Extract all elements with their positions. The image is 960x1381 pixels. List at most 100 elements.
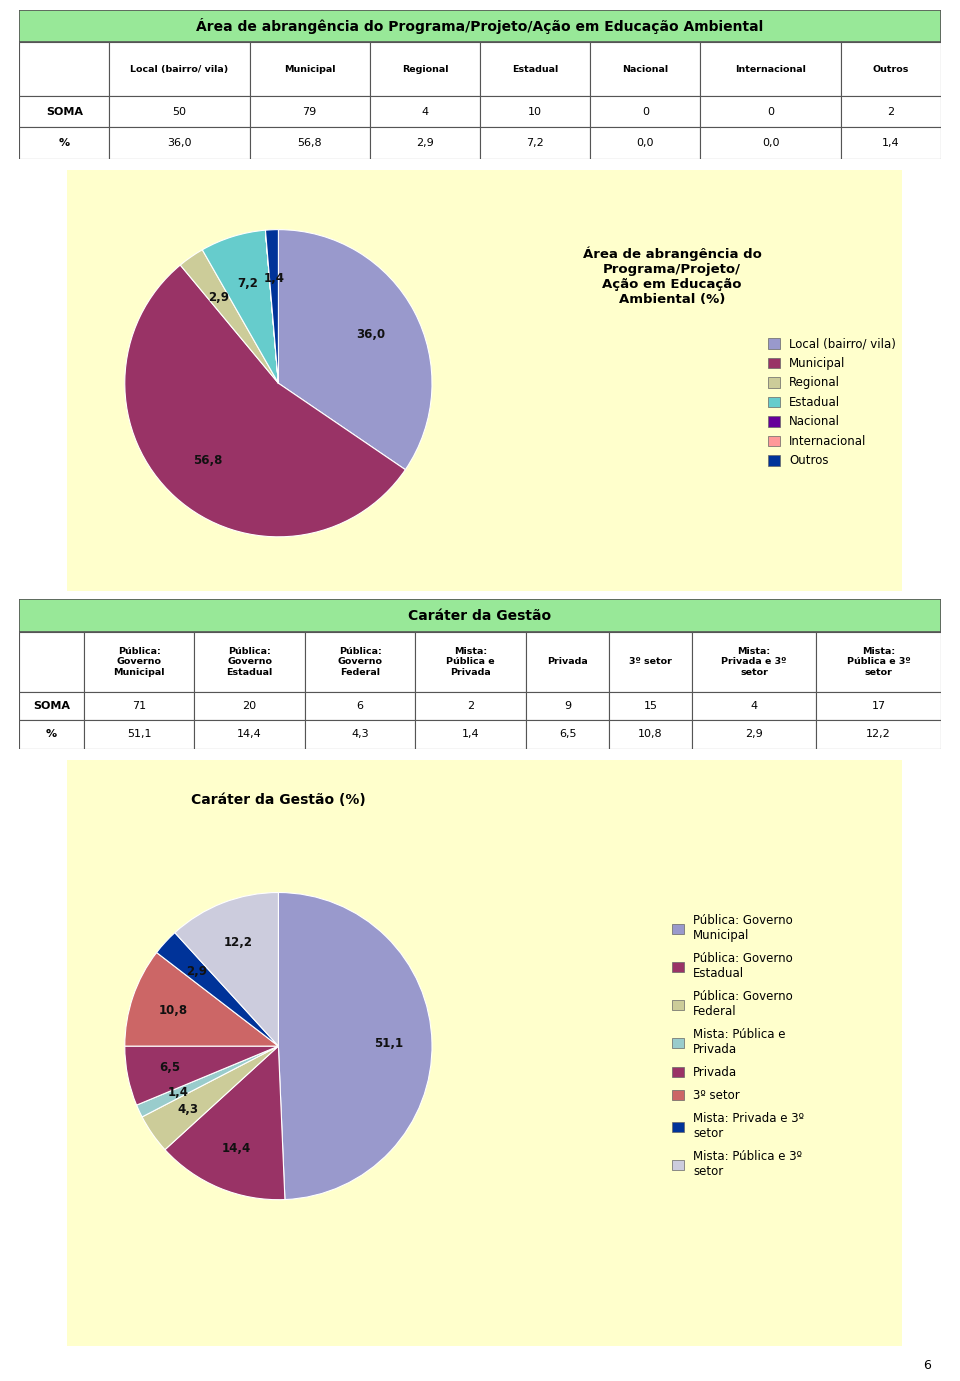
- FancyBboxPatch shape: [250, 127, 370, 159]
- Text: Regional: Regional: [401, 65, 448, 73]
- FancyBboxPatch shape: [480, 97, 590, 127]
- FancyBboxPatch shape: [701, 43, 841, 97]
- Wedge shape: [203, 231, 278, 383]
- Text: 1,4: 1,4: [882, 138, 900, 148]
- Text: 6,5: 6,5: [159, 1061, 180, 1074]
- Text: Internacional: Internacional: [735, 65, 806, 73]
- FancyBboxPatch shape: [250, 43, 370, 97]
- Text: 14,4: 14,4: [222, 1142, 251, 1155]
- Text: SOMA: SOMA: [33, 702, 70, 711]
- Text: 2,9: 2,9: [186, 965, 207, 978]
- Text: Pública:
Governo
Municipal: Pública: Governo Municipal: [113, 648, 165, 677]
- FancyBboxPatch shape: [305, 692, 416, 720]
- Text: 7,2: 7,2: [526, 138, 544, 148]
- Text: Privada: Privada: [547, 657, 588, 667]
- FancyBboxPatch shape: [816, 692, 941, 720]
- FancyBboxPatch shape: [609, 692, 692, 720]
- FancyBboxPatch shape: [370, 127, 480, 159]
- Text: Municipal: Municipal: [284, 65, 335, 73]
- FancyBboxPatch shape: [480, 127, 590, 159]
- Text: Nacional: Nacional: [622, 65, 668, 73]
- FancyBboxPatch shape: [480, 43, 590, 97]
- Wedge shape: [125, 953, 278, 1047]
- Text: 1,4: 1,4: [462, 729, 480, 739]
- FancyBboxPatch shape: [55, 163, 915, 598]
- Text: %: %: [59, 138, 70, 148]
- FancyBboxPatch shape: [841, 43, 941, 97]
- Text: SOMA: SOMA: [46, 106, 83, 117]
- Wedge shape: [125, 1045, 278, 1105]
- Text: 2: 2: [468, 702, 474, 711]
- Text: 0: 0: [767, 106, 774, 117]
- FancyBboxPatch shape: [84, 720, 194, 749]
- Text: 6,5: 6,5: [559, 729, 576, 739]
- FancyBboxPatch shape: [19, 127, 109, 159]
- FancyBboxPatch shape: [19, 43, 109, 97]
- Text: 2,9: 2,9: [208, 291, 229, 304]
- FancyBboxPatch shape: [526, 720, 609, 749]
- FancyBboxPatch shape: [19, 97, 109, 127]
- Text: Mista:
Pública e 3º
setor: Mista: Pública e 3º setor: [847, 648, 910, 677]
- Wedge shape: [266, 231, 278, 383]
- Text: Área de abrangência do Programa/Projeto/Ação em Educação Ambiental: Área de abrangência do Programa/Projeto/…: [197, 18, 763, 35]
- FancyBboxPatch shape: [526, 632, 609, 692]
- FancyBboxPatch shape: [816, 720, 941, 749]
- FancyBboxPatch shape: [692, 720, 816, 749]
- Text: Local (bairro/ vila): Local (bairro/ vila): [131, 65, 228, 73]
- FancyBboxPatch shape: [692, 632, 816, 692]
- FancyBboxPatch shape: [84, 632, 194, 692]
- FancyBboxPatch shape: [55, 751, 915, 1355]
- Text: 1,4: 1,4: [263, 272, 284, 286]
- Text: Estadual: Estadual: [512, 65, 558, 73]
- Legend: Local (bairro/ vila), Municipal, Regional, Estadual, Nacional, Internacional, Ou: Local (bairro/ vila), Municipal, Regiona…: [764, 334, 900, 471]
- FancyBboxPatch shape: [841, 127, 941, 159]
- Wedge shape: [266, 231, 278, 383]
- Wedge shape: [142, 1047, 278, 1149]
- Text: 20: 20: [243, 702, 256, 711]
- Text: 36,0: 36,0: [356, 327, 385, 341]
- FancyBboxPatch shape: [841, 97, 941, 127]
- Text: 4: 4: [421, 106, 428, 117]
- Text: 36,0: 36,0: [167, 138, 192, 148]
- FancyBboxPatch shape: [416, 720, 526, 749]
- Text: 71: 71: [132, 702, 146, 711]
- Text: Caráter da Gestão: Caráter da Gestão: [408, 609, 552, 623]
- Text: 56,8: 56,8: [298, 138, 322, 148]
- FancyBboxPatch shape: [816, 632, 941, 692]
- Text: 6: 6: [924, 1359, 931, 1373]
- FancyBboxPatch shape: [416, 692, 526, 720]
- Text: 12,2: 12,2: [224, 936, 252, 950]
- FancyBboxPatch shape: [692, 692, 816, 720]
- FancyBboxPatch shape: [194, 720, 305, 749]
- Text: 2,9: 2,9: [745, 729, 763, 739]
- FancyBboxPatch shape: [19, 10, 941, 43]
- Text: %: %: [46, 729, 57, 739]
- Wedge shape: [125, 265, 405, 537]
- Text: 4,3: 4,3: [351, 729, 369, 739]
- FancyBboxPatch shape: [250, 97, 370, 127]
- FancyBboxPatch shape: [590, 127, 701, 159]
- FancyBboxPatch shape: [109, 127, 250, 159]
- Text: 79: 79: [302, 106, 317, 117]
- Text: Pública:
Governo
Estadual: Pública: Governo Estadual: [227, 648, 273, 677]
- Wedge shape: [278, 229, 432, 470]
- FancyBboxPatch shape: [590, 97, 701, 127]
- FancyBboxPatch shape: [416, 632, 526, 692]
- FancyBboxPatch shape: [526, 692, 609, 720]
- Text: 2: 2: [887, 106, 895, 117]
- FancyBboxPatch shape: [84, 692, 194, 720]
- Text: 9: 9: [564, 702, 571, 711]
- FancyBboxPatch shape: [609, 720, 692, 749]
- Text: 7,2: 7,2: [237, 278, 258, 290]
- FancyBboxPatch shape: [305, 632, 416, 692]
- Text: 4: 4: [751, 702, 757, 711]
- Text: 15: 15: [643, 702, 658, 711]
- FancyBboxPatch shape: [305, 720, 416, 749]
- Text: Outros: Outros: [873, 65, 909, 73]
- Text: 10: 10: [528, 106, 542, 117]
- FancyBboxPatch shape: [194, 632, 305, 692]
- FancyBboxPatch shape: [370, 43, 480, 97]
- Wedge shape: [175, 892, 278, 1047]
- Text: 0: 0: [642, 106, 649, 117]
- Wedge shape: [266, 229, 278, 383]
